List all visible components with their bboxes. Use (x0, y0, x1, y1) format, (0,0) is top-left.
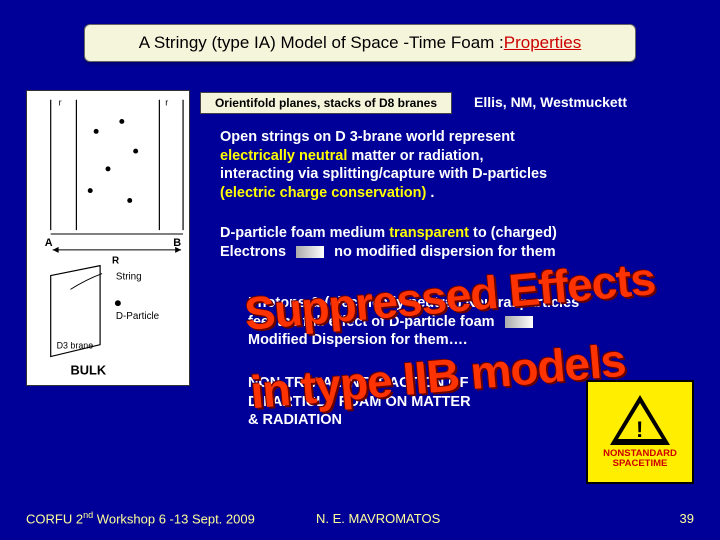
fig-dparticle: D-Particle (116, 311, 160, 322)
footer-left: CORFU 2nd Workshop 6 -13 Sept. 2009 (26, 510, 255, 526)
warning-text: NONSTANDARD SPACETIME (603, 449, 677, 470)
p1l1: Open strings on D 3-brane world represen… (220, 129, 515, 145)
p2l1b: transparent (389, 225, 473, 241)
fig-r1: r (59, 98, 62, 108)
p2l2a: Electrons (220, 244, 290, 260)
label-orientifold: Orientifold planes, stacks of D8 branes (200, 92, 452, 114)
footer-page-number: 39 (680, 511, 694, 526)
title-prefix: A Stringy (type IA) Model of Space -Time… (139, 33, 504, 53)
arrow-icon (296, 246, 324, 258)
p1l3: interacting via splitting/capture with D… (220, 166, 547, 182)
fig-B: B (173, 237, 181, 249)
warning-mark-icon: ! (636, 417, 643, 443)
p2l2b: no modified dispersion for them (334, 244, 556, 260)
fig-string: String (116, 271, 142, 282)
p1l2a: electrically neutral (220, 148, 351, 164)
warning-triangle-icon: ! (610, 395, 670, 445)
p1l2b: matter or radiation, (351, 148, 483, 164)
p2l1c: to (charged) (473, 225, 557, 241)
fig-bulk: BULK (70, 362, 106, 377)
footer-left-a: CORFU 2 (26, 511, 83, 526)
fig-A: A (45, 237, 53, 249)
title-box: A Stringy (type IA) Model of Space -Time… (84, 24, 636, 62)
figure-svg: r r A B R String D-Particle D3 brane BUL… (27, 91, 189, 385)
warn1: NONSTANDARD (603, 448, 677, 459)
fig-d3brane: D3 brane (57, 341, 94, 351)
footer-left-sup: nd (83, 510, 93, 520)
p1l4b: . (430, 185, 434, 201)
p2l1a: D-particle foam medium (220, 225, 389, 241)
fig-R: R (112, 256, 119, 267)
figure-diagram: r r A B R String D-Particle D3 brane BUL… (26, 90, 190, 386)
warning-sign: ! NONSTANDARD SPACETIME (586, 380, 694, 484)
warn2: SPACETIME (613, 458, 668, 469)
title-emph: Properties (504, 33, 581, 53)
p1l4a: (electric charge conservation) (220, 185, 430, 201)
footer-center: N. E. MAVROMATOS (316, 511, 440, 526)
footer-left-b: Workshop 6 -13 Sept. 2009 (93, 511, 255, 526)
authors: Ellis, NM, Westmuckett (474, 94, 627, 110)
fig-r2: r (165, 98, 168, 108)
paragraph-1: Open strings on D 3-brane world represen… (220, 128, 660, 202)
